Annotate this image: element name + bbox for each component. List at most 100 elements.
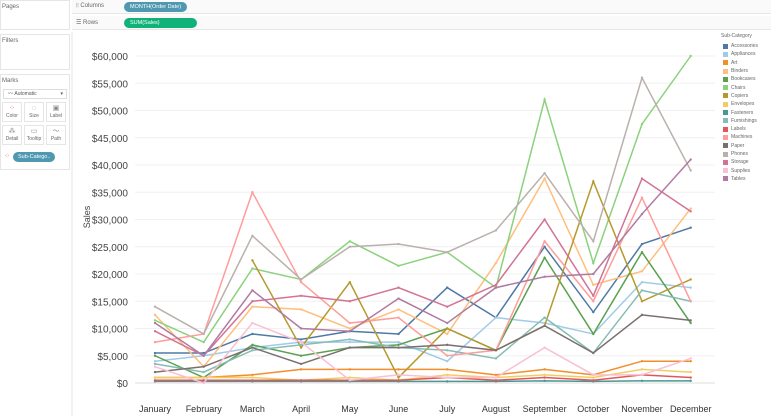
- data-point[interactable]: [397, 297, 400, 300]
- data-point[interactable]: [348, 300, 351, 303]
- data-point[interactable]: [299, 380, 303, 383]
- label-button[interactable]: ▣ Label: [46, 102, 66, 122]
- data-point[interactable]: [348, 379, 351, 382]
- data-point[interactable]: [689, 370, 692, 374]
- data-point[interactable]: [299, 343, 303, 347]
- data-point[interactable]: [640, 373, 644, 377]
- data-point[interactable]: [348, 321, 351, 325]
- series-line-art[interactable]: [155, 360, 691, 379]
- data-point[interactable]: [689, 321, 692, 325]
- data-point[interactable]: [202, 379, 205, 382]
- data-point[interactable]: [592, 351, 595, 355]
- data-point[interactable]: [153, 360, 157, 363]
- data-point[interactable]: [348, 338, 351, 341]
- data-point[interactable]: [446, 376, 449, 379]
- data-point[interactable]: [592, 373, 595, 377]
- data-point[interactable]: [202, 340, 205, 344]
- data-point[interactable]: [446, 376, 449, 379]
- data-point[interactable]: [543, 98, 546, 101]
- legend-item[interactable]: Tables: [721, 175, 771, 183]
- data-point[interactable]: [251, 380, 254, 383]
- data-point[interactable]: [299, 278, 303, 281]
- data-point[interactable]: [689, 286, 692, 289]
- size-button[interactable]: ◌ Size: [24, 102, 44, 122]
- data-point[interactable]: [689, 376, 692, 379]
- data-point[interactable]: [348, 368, 351, 371]
- data-point[interactable]: [640, 212, 644, 216]
- data-point[interactable]: [543, 324, 546, 327]
- series-line-appliances[interactable]: [154, 281, 691, 363]
- data-point[interactable]: [543, 376, 546, 379]
- data-point[interactable]: [251, 373, 254, 377]
- data-point[interactable]: [446, 321, 449, 325]
- data-point[interactable]: [202, 380, 205, 383]
- series-line-binders[interactable]: [154, 176, 692, 368]
- data-point[interactable]: [153, 370, 157, 374]
- series-line-chairs[interactable]: [154, 55, 692, 344]
- data-point[interactable]: [251, 346, 254, 349]
- data-point[interactable]: [299, 340, 303, 344]
- data-point[interactable]: [543, 245, 546, 248]
- data-point[interactable]: [153, 376, 157, 379]
- data-point[interactable]: [251, 305, 254, 308]
- data-point[interactable]: [251, 346, 254, 349]
- data-point[interactable]: [446, 380, 449, 383]
- legend-item[interactable]: Art: [721, 59, 771, 67]
- data-point[interactable]: [494, 316, 498, 319]
- data-point[interactable]: [446, 368, 449, 371]
- data-point[interactable]: [543, 171, 546, 175]
- data-point[interactable]: [202, 365, 205, 368]
- data-point[interactable]: [640, 122, 644, 126]
- data-point[interactable]: [592, 310, 595, 314]
- data-point[interactable]: [543, 379, 546, 383]
- legend-item[interactable]: Bookcases: [721, 75, 771, 83]
- data-point[interactable]: [299, 354, 303, 357]
- legend-item[interactable]: Copiers: [721, 92, 771, 100]
- data-point[interactable]: [299, 280, 303, 284]
- data-point[interactable]: [543, 373, 546, 377]
- data-point[interactable]: [202, 332, 205, 336]
- data-point[interactable]: [202, 376, 205, 379]
- data-point[interactable]: [299, 278, 303, 281]
- data-point[interactable]: [251, 376, 254, 379]
- data-point[interactable]: [592, 379, 595, 382]
- data-point[interactable]: [446, 354, 449, 357]
- data-point[interactable]: [592, 272, 595, 276]
- data-point[interactable]: [251, 300, 254, 303]
- data-point[interactable]: [397, 368, 400, 371]
- data-point[interactable]: [640, 270, 644, 273]
- data-point[interactable]: [592, 380, 595, 383]
- series-line-copiers[interactable]: [251, 179, 692, 379]
- data-point[interactable]: [153, 340, 157, 344]
- data-point[interactable]: [446, 286, 449, 289]
- data-point[interactable]: [689, 278, 692, 281]
- data-point[interactable]: [153, 379, 157, 382]
- data-point[interactable]: [348, 330, 351, 333]
- data-point[interactable]: [348, 330, 351, 333]
- data-point[interactable]: [251, 259, 254, 262]
- mark-type-dropdown[interactable]: 〰 Automatic ▾: [3, 89, 67, 99]
- legend-item[interactable]: Supplies: [721, 166, 771, 174]
- data-point[interactable]: [640, 300, 644, 303]
- data-point[interactable]: [592, 294, 595, 297]
- data-point[interactable]: [153, 351, 157, 355]
- data-point[interactable]: [251, 191, 254, 194]
- legend-item[interactable]: Accessories: [721, 42, 771, 50]
- series-line-furnishings[interactable]: [154, 289, 691, 373]
- rows-pill[interactable]: SUM(Sales): [124, 18, 197, 28]
- data-point[interactable]: [251, 267, 254, 270]
- data-point[interactable]: [348, 379, 351, 382]
- data-point[interactable]: [494, 349, 498, 352]
- data-point[interactable]: [153, 319, 157, 322]
- data-point[interactable]: [348, 340, 351, 344]
- data-point[interactable]: [153, 376, 157, 379]
- data-point[interactable]: [202, 354, 205, 357]
- data-point[interactable]: [153, 365, 157, 368]
- data-point[interactable]: [689, 300, 692, 303]
- data-point[interactable]: [202, 381, 205, 385]
- data-point[interactable]: [689, 158, 692, 161]
- data-point[interactable]: [397, 379, 400, 382]
- series-line-machines[interactable]: [154, 190, 692, 357]
- data-point[interactable]: [689, 210, 692, 213]
- sub-category-pill[interactable]: Sub-Catego..: [13, 152, 56, 162]
